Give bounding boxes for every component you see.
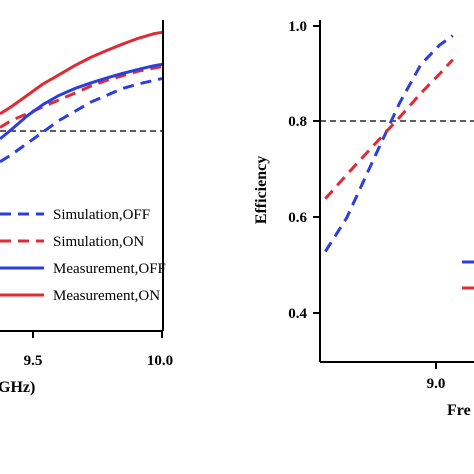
right-y-tick-label-0.8: 0.8 [288,114,307,130]
left-legend: Simulation,OFF Simulation,ON Measurement,O… [0,207,166,304]
left-series-simulation-on-line [0,65,163,129]
legend-label-simulation-off: Simulation,OFF [53,207,150,223]
left-chart-panel: 9.5 10.0 GHz) Simulation,OFFSimulation,O… [0,20,173,396]
legend-label-simulation-on: Simulation,ON [53,234,144,250]
right-series-1-line [324,34,454,253]
right-series-2-line [324,58,454,200]
legend-label-measurement-on: Measurement,ON [53,288,160,304]
right-y-tick-label-0.6: 0.6 [288,210,307,226]
legend-label-measurement-off: Measurement,OFF [53,261,166,277]
right-chart-panel: 1.0 0.8 0.6 0.4 9.0 Efficiency Fre [253,19,474,419]
left-x-axis-label: GHz) [0,379,35,396]
right-x-tick-label-9.0: 9.0 [427,376,446,392]
right-y-axis-label: Efficiency [253,156,270,224]
left-series-measurement-on-line [0,30,163,116]
left-x-tick-label-9.5: 9.5 [24,353,43,369]
right-y-tick-label-1.0: 1.0 [288,19,307,35]
left-x-tick-label-10.0: 10.0 [147,353,173,369]
left-series-simulation-off-line [0,77,163,164]
right-y-tick-label-0.4: 0.4 [288,306,307,322]
right-legend-swatches [462,260,474,290]
left-series-measurement-off-line [0,62,163,141]
right-x-axis-label: Fre [447,402,471,419]
